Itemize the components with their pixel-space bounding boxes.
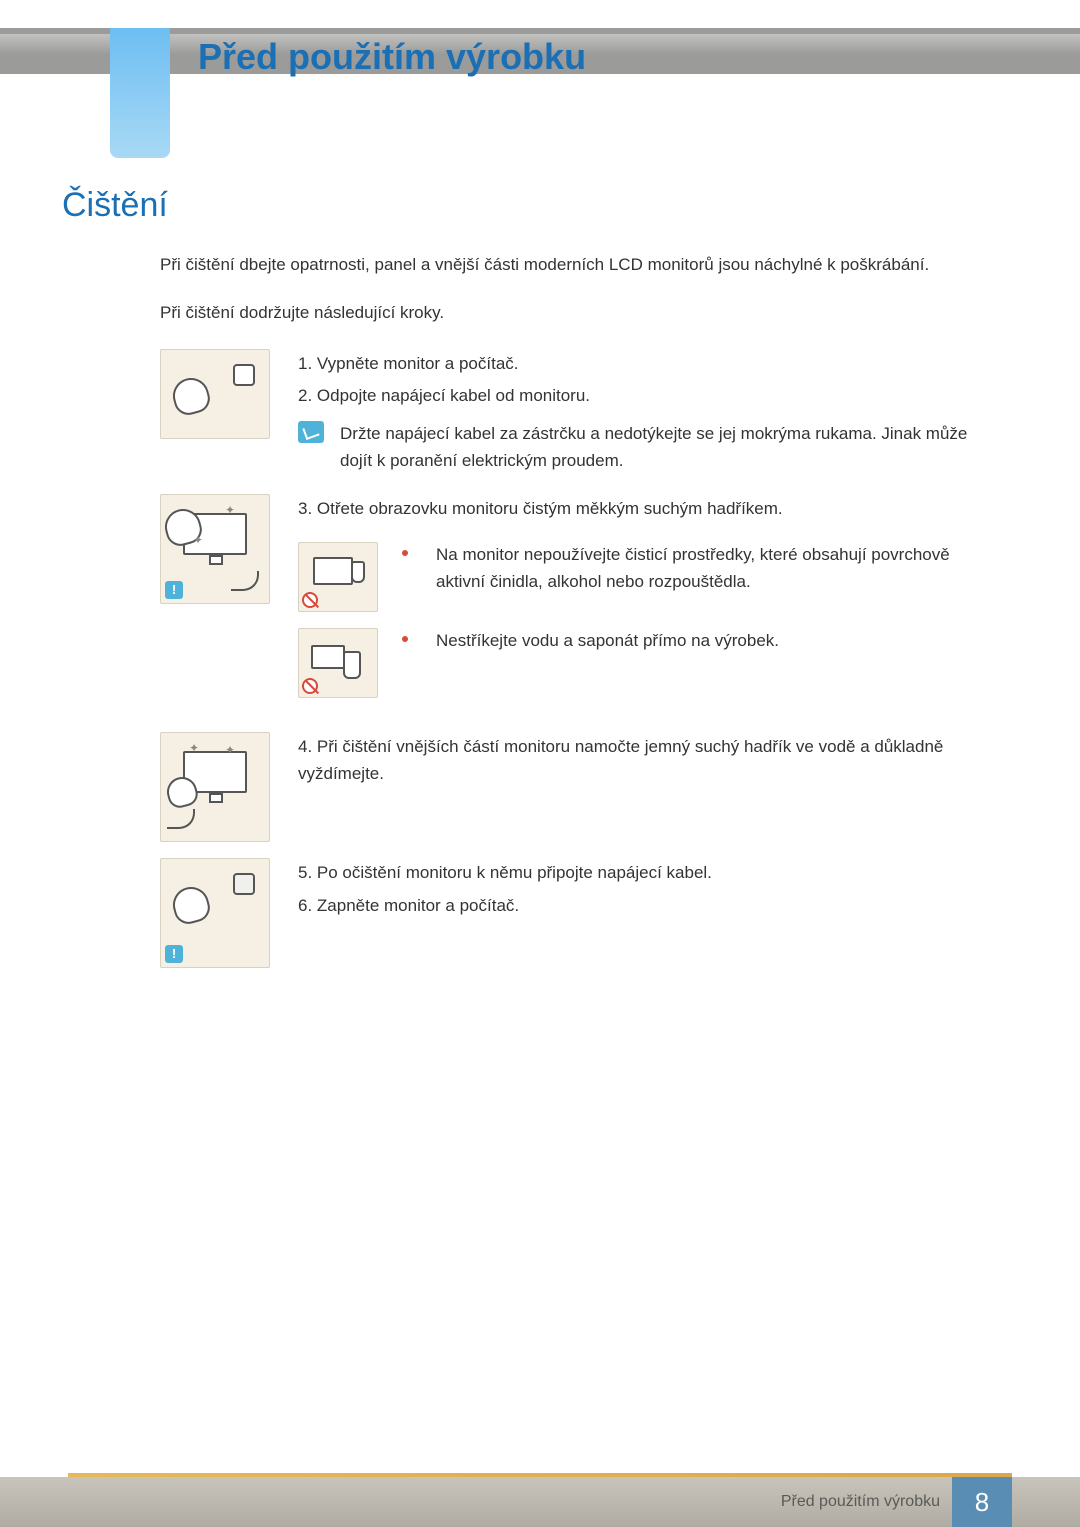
illustration-no-spray [298, 628, 378, 698]
bullet-2-text: Nestříkejte vodu a saponát přímo na výro… [436, 628, 779, 654]
prohibit-icon [302, 592, 318, 608]
illustration-plug-in: ! [160, 858, 270, 968]
step-block-4: ✦ ✦ 4. Při čištění vnějších částí monito… [160, 732, 1000, 842]
step-4-text: 4. Při čištění vnějších částí monitoru n… [298, 734, 1000, 787]
section-title: Čištění [62, 186, 168, 225]
info-badge-icon: ! [165, 581, 183, 599]
step-5-text: 5. Po očištění monitoru k němu připojte … [298, 860, 1000, 886]
illustration-no-chemicals [298, 542, 378, 612]
prohibit-icon [302, 678, 318, 694]
step-3-text: 3. Otřete obrazovku monitoru čistým měkk… [298, 496, 1000, 522]
content-area: Při čištění dbejte opatrnosti, panel a v… [160, 252, 1000, 980]
warning-row-1: Na monitor nepoužívejte čisticí prostřed… [298, 542, 1000, 612]
step-block-5-6: ! 5. Po očištění monitoru k němu připojt… [160, 858, 1000, 968]
info-badge-icon: ! [165, 945, 183, 963]
illustration-unplug [160, 349, 270, 439]
note-1-text: Držte napájecí kabel za zástrčku a nedot… [340, 421, 1000, 474]
intro-paragraph-1: Při čištění dbejte opatrnosti, panel a v… [160, 252, 1000, 278]
step-6-text: 6. Zapněte monitor a počítač. [298, 893, 1000, 919]
page-number: 8 [952, 1477, 1012, 1527]
bullet-icon [402, 550, 408, 556]
intro-paragraph-2: Při čištění dodržujte následující kroky. [160, 300, 1000, 326]
step-1-text: 1. Vypněte monitor a počítač. [298, 351, 1000, 377]
bullet-1-text: Na monitor nepoužívejte čisticí prostřed… [436, 542, 1000, 595]
illustration-wring-cloth: ✦ ✦ [160, 732, 270, 842]
step-block-3: ✦ ✦ ! 3. Otřete obrazovku monitoru čistý… [160, 494, 1000, 714]
warning-row-2: Nestříkejte vodu a saponát přímo na výro… [298, 628, 1000, 698]
chapter-title: Před použitím výrobku [198, 36, 586, 78]
illustration-wipe-screen: ✦ ✦ ! [160, 494, 270, 604]
bullet-icon [402, 636, 408, 642]
note-icon [298, 421, 324, 443]
note-block-1: Držte napájecí kabel za zástrčku a nedot… [298, 421, 1000, 474]
step-block-1-2: 1. Vypněte monitor a počítač. 2. Odpojte… [160, 349, 1000, 482]
chapter-tab [110, 28, 170, 158]
step-2-text: 2. Odpojte napájecí kabel od monitoru. [298, 383, 1000, 409]
footer-chapter-label: Před použitím výrobku [781, 1477, 940, 1527]
